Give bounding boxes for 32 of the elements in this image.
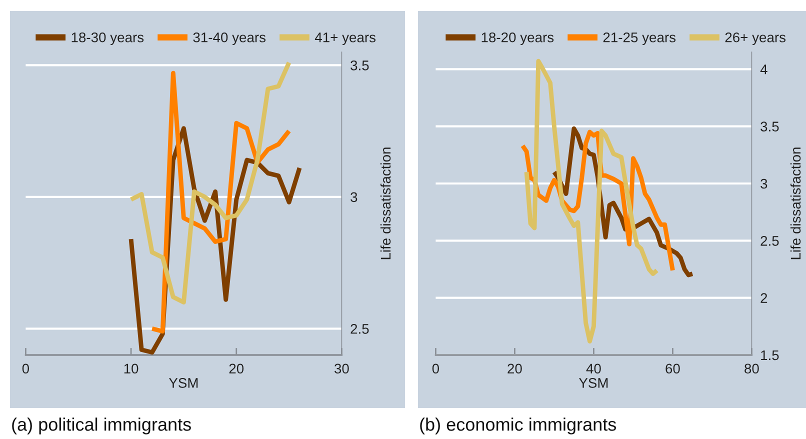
y-tick-label: 3: [760, 178, 768, 189]
text: (a) political immigrants: [12, 418, 191, 434]
legend-label: 18-20 years: [482, 32, 554, 46]
legend-label: 31-40 years: [193, 32, 266, 46]
y-tick-label: 3.5: [350, 60, 369, 70]
line-series: [150, 70, 292, 334]
x-tick-label: 0: [22, 364, 30, 374]
y-axis-title: Life dissatisfaction: [790, 148, 801, 260]
y-tick-label: 3: [350, 192, 358, 202]
legend-label: 21-25 years: [603, 32, 676, 46]
x-tick-label: 20: [229, 364, 244, 374]
x-tick-label: 80: [744, 364, 759, 374]
x-axis-title: YSM: [168, 378, 198, 388]
x-tick-label: 30: [334, 364, 349, 374]
y-axis-title: Life dissatisfaction: [380, 148, 391, 260]
y-tick-label: 2: [760, 293, 768, 303]
x-axis-title: YSM: [578, 378, 608, 388]
legend-label: 26+ years: [725, 32, 786, 46]
x-tick-label: 10: [124, 364, 138, 374]
y-tick-label: 1.5: [761, 350, 779, 360]
x-tick-label: 0: [432, 364, 440, 374]
y-tick-label: 2.5: [760, 236, 779, 246]
text: (b) economic immigrants: [420, 418, 616, 434]
y-tick-label: 2.5: [350, 324, 369, 334]
line-series: [128, 60, 292, 305]
x-tick-label: 60: [666, 364, 680, 374]
y-tick-label: 4: [760, 64, 768, 74]
y-tick-label: 3.5: [760, 122, 779, 132]
x-tick-label: 40: [586, 364, 601, 374]
x-tick-label: 20: [508, 364, 522, 374]
legend-label: 41+ years: [314, 32, 376, 46]
legend-label: 18-30 years: [72, 32, 144, 46]
